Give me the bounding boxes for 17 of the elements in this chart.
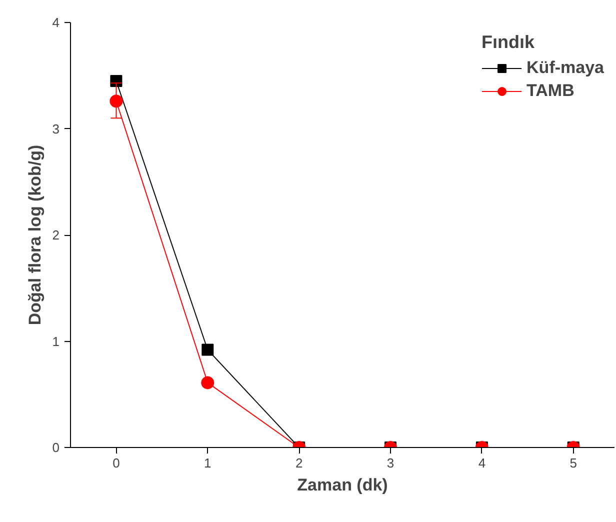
x-axis-title: Zaman (dk): [297, 476, 388, 494]
x-tick-label: 1: [204, 456, 212, 470]
y-tick-label: 4: [52, 15, 60, 30]
y-axis-title: Doğal flora log (kob/g): [25, 144, 44, 326]
legend-label: TAMB: [526, 81, 574, 101]
x-tick-label: 5: [570, 456, 577, 470]
y-tick-label: 1: [52, 334, 60, 349]
legend-title: Fındık: [482, 32, 536, 53]
y-tick-label: 0: [52, 440, 60, 455]
x-tick-label: 3: [386, 456, 394, 470]
y-tick-label: 2: [52, 228, 60, 242]
x-tick-label: 2: [295, 456, 303, 470]
point: [110, 94, 123, 108]
x-tick-label: 4: [478, 456, 486, 470]
x-tick-label: 0: [112, 456, 120, 470]
y-tick-label: 3: [52, 121, 60, 136]
legend-label: Küf-maya: [526, 58, 604, 78]
